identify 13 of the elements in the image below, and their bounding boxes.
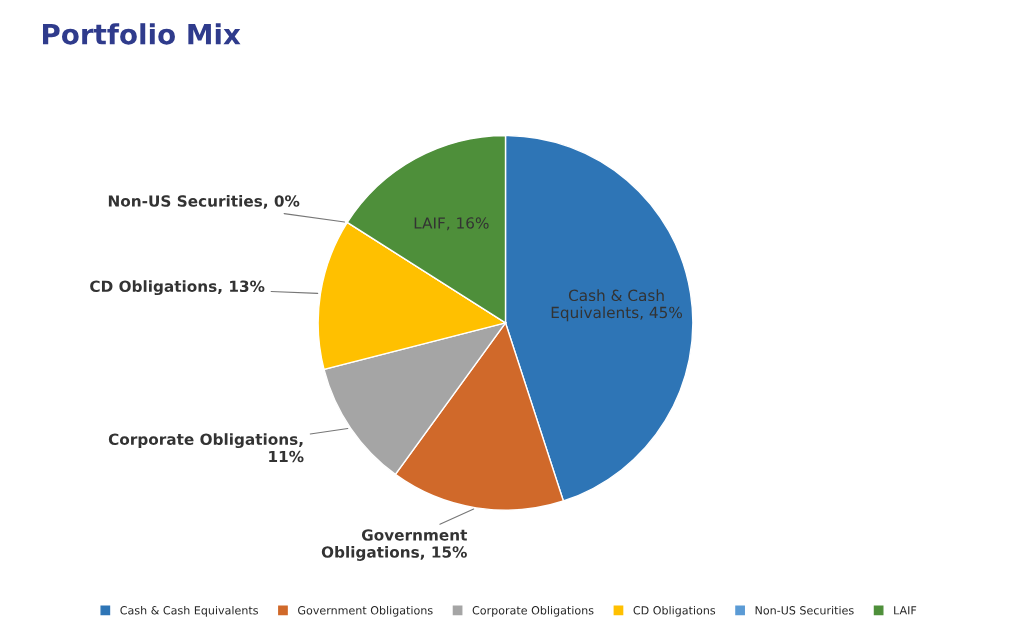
chart-title: Portfolio Mix: [42, 23, 241, 45]
legend-label: Non-US Securities: [755, 605, 854, 615]
legend-label: Corporate Obligations: [472, 605, 594, 617]
legend-label: Cash & Cash Equivalents: [120, 605, 258, 617]
data-label: Cash & Cash Equivalents, 45%: [551, 289, 683, 322]
data-label: Government Obligations, 15%: [321, 529, 468, 561]
data-label: CD Obligations, 13%: [90, 280, 265, 296]
legend-label: Government Obligations: [298, 605, 433, 617]
text: Non-US Securities, 0%: [108, 194, 300, 209]
legend-label: CD Obligations: [633, 605, 716, 617]
data-label: LAIF, 16%: [414, 217, 489, 231]
data-label: Corporate Obligations, 11%: [108, 433, 304, 463]
legend-label: LAIF: [894, 606, 917, 615]
